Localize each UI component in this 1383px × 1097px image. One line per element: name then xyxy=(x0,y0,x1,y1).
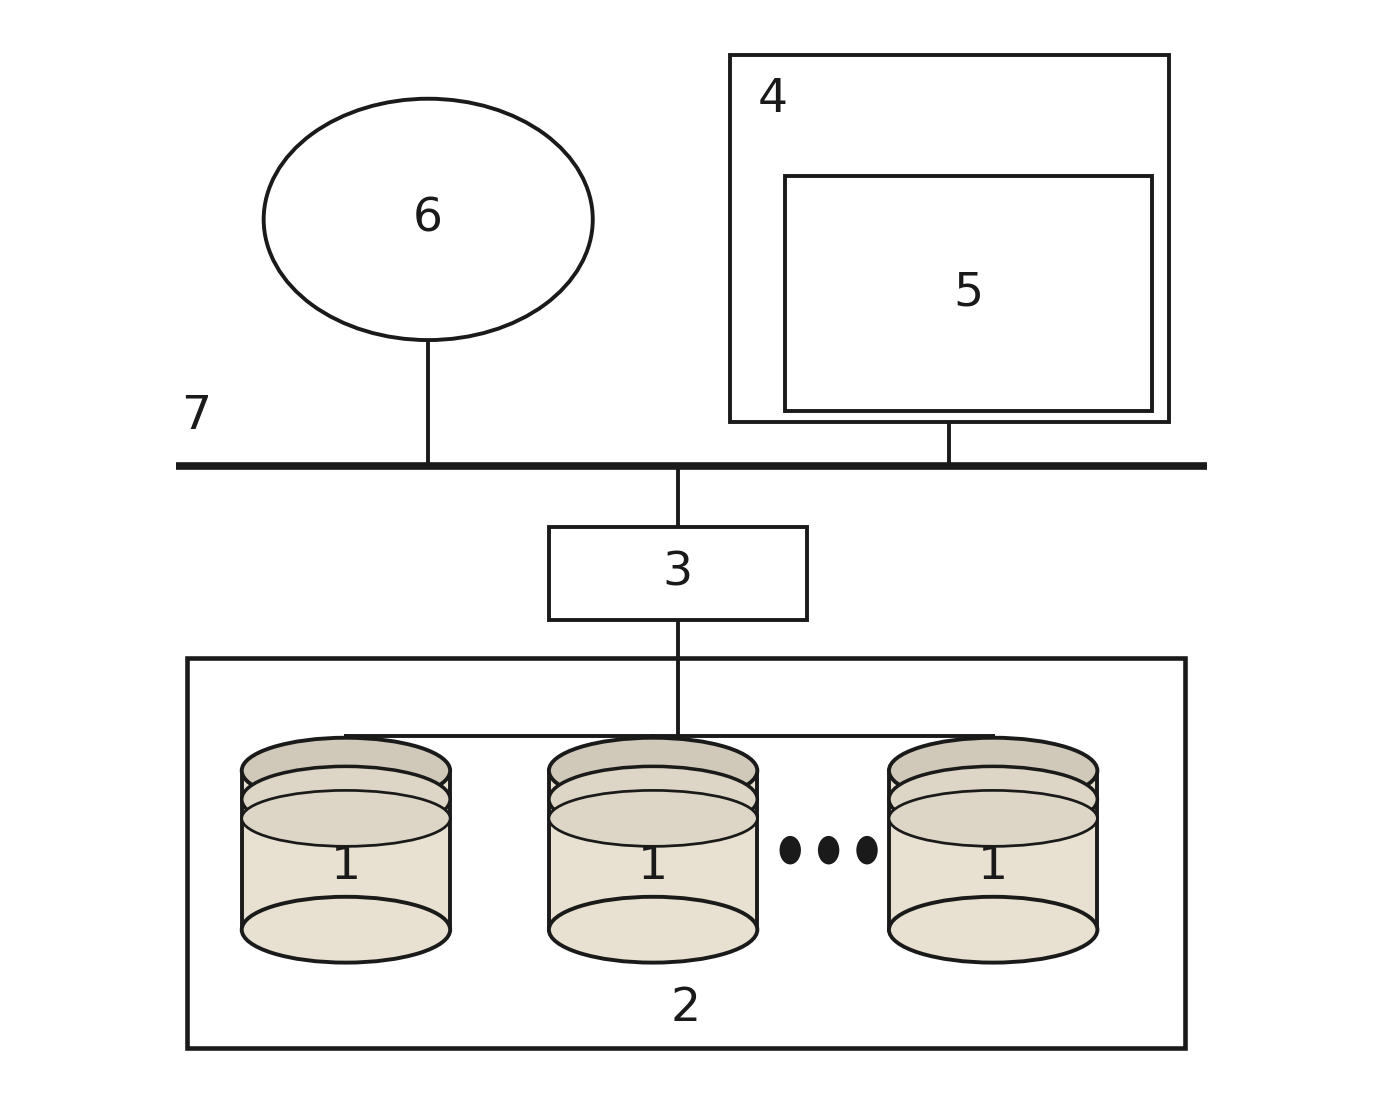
Text: 4: 4 xyxy=(758,77,787,122)
Ellipse shape xyxy=(889,897,1097,963)
Text: 1: 1 xyxy=(978,844,1008,889)
Text: 1: 1 xyxy=(638,844,668,889)
Bar xyxy=(187,658,1185,1048)
Text: 7: 7 xyxy=(181,394,212,439)
Ellipse shape xyxy=(242,790,449,847)
Bar xyxy=(889,771,1097,929)
Bar xyxy=(549,771,758,929)
Ellipse shape xyxy=(549,738,758,803)
Ellipse shape xyxy=(549,897,758,963)
Ellipse shape xyxy=(889,767,1097,833)
Ellipse shape xyxy=(780,836,801,864)
Ellipse shape xyxy=(889,738,1097,803)
Ellipse shape xyxy=(264,99,593,340)
Bar xyxy=(784,176,1152,411)
Ellipse shape xyxy=(242,767,449,833)
Ellipse shape xyxy=(242,738,449,803)
Ellipse shape xyxy=(549,767,758,833)
Bar xyxy=(730,55,1169,422)
Text: 2: 2 xyxy=(671,986,701,1031)
Text: 3: 3 xyxy=(662,551,693,596)
Text: 5: 5 xyxy=(953,271,983,316)
Ellipse shape xyxy=(817,836,839,864)
Ellipse shape xyxy=(549,790,758,847)
Ellipse shape xyxy=(242,897,449,963)
Text: 1: 1 xyxy=(331,844,361,889)
Bar xyxy=(242,771,449,929)
Text: 6: 6 xyxy=(414,196,443,242)
Bar xyxy=(549,527,806,620)
Ellipse shape xyxy=(889,790,1097,847)
Ellipse shape xyxy=(856,836,878,864)
